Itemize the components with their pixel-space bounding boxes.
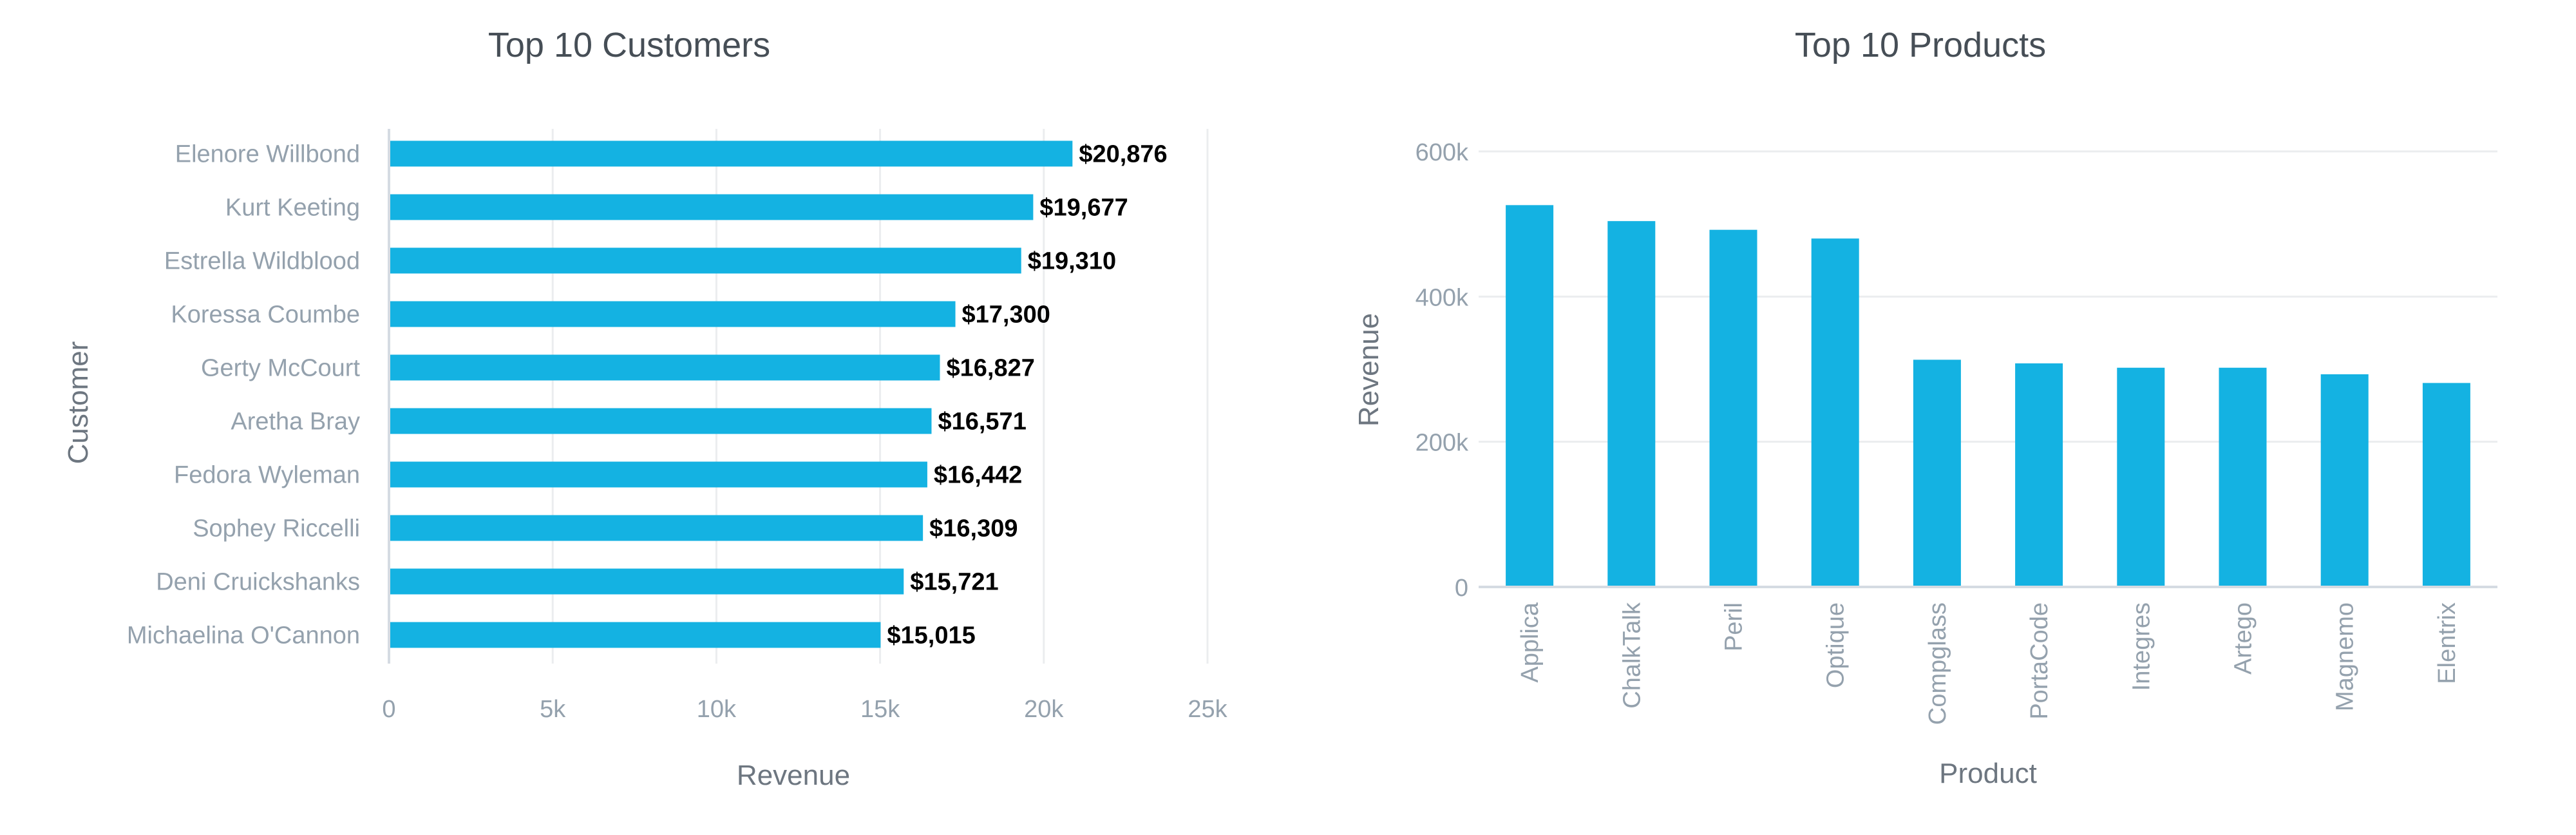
y-tick-label: 0	[1455, 575, 1468, 602]
x-tick-label: 0	[382, 696, 395, 723]
bar	[390, 354, 940, 381]
x-tick-label: Magnemo	[2332, 602, 2359, 711]
y-tick-label: Aretha Bray	[231, 408, 360, 436]
bar	[390, 568, 904, 595]
customers-x-axis-title: Revenue	[737, 760, 850, 791]
x-tick-label: 20k	[1024, 696, 1064, 723]
x-tick-label: 10k	[697, 696, 737, 723]
y-tick-label: 200k	[1416, 430, 1469, 457]
products-chart-title: Top 10 Products	[1795, 26, 2046, 64]
x-tick-label: 5k	[540, 696, 566, 723]
data-label: $16,571	[938, 408, 1026, 436]
bar	[1607, 221, 1656, 586]
bar	[1913, 360, 1961, 586]
customers-chart: Top 10 Customers Revenue Customer 0 5k 10k…	[62, 26, 1228, 791]
y-tick-label: Elenore Willbond	[175, 141, 360, 168]
x-tick-label: ChalkTalk	[1618, 602, 1645, 709]
x-tick-label: 25k	[1188, 696, 1227, 723]
y-tick-label: Estrella Wildblood	[164, 248, 360, 275]
x-tick-label: 15k	[860, 696, 900, 723]
bar	[390, 461, 927, 488]
bar	[390, 622, 881, 648]
y-tick-label: Kurt Keeting	[225, 195, 360, 222]
y-tick-label: Koressa Coumbe	[171, 302, 360, 329]
bar	[2219, 367, 2267, 586]
customers-y-axis-title: Customer	[62, 341, 94, 465]
data-label: $17,300	[962, 302, 1050, 329]
bar	[2117, 367, 2165, 586]
bar	[1709, 229, 1757, 586]
customers-chart-title: Top 10 Customers	[488, 26, 770, 64]
x-tick-label: Optique	[1823, 602, 1850, 688]
bar	[1811, 238, 1859, 586]
bar	[2320, 374, 2369, 586]
x-tick-label: Integres	[2128, 602, 2155, 691]
y-tick-label: 600k	[1416, 139, 1469, 166]
data-label: $16,442	[934, 462, 1022, 489]
bar	[390, 140, 1073, 167]
products-x-axis-title: Product	[1939, 758, 2037, 789]
y-tick-label: Fedora Wyleman	[174, 462, 360, 489]
data-label: $15,721	[910, 569, 998, 596]
bar	[390, 408, 932, 434]
data-label: $15,015	[887, 622, 975, 649]
x-tick-label: Applica	[1517, 602, 1544, 682]
data-label: $16,827	[946, 355, 1034, 382]
y-tick-label: Michaelina O'Cannon	[127, 622, 360, 649]
bar	[390, 247, 1021, 274]
bar	[390, 301, 956, 327]
y-tick-label: Deni Cruickshanks	[156, 569, 360, 596]
bar	[1506, 205, 1554, 586]
data-label: $16,309	[929, 515, 1018, 542]
bar	[2015, 363, 2063, 586]
y-tick-label: 400k	[1416, 284, 1469, 311]
bar	[2422, 383, 2470, 586]
data-label: $19,677	[1039, 195, 1128, 222]
bar	[390, 515, 923, 541]
x-tick-label: Compglass	[1924, 602, 1951, 725]
x-tick-label: Elentrix	[2434, 602, 2461, 684]
data-label: $20,876	[1079, 141, 1167, 168]
products-chart: Top 10 Products Product Revenue 0 200k 400…	[1353, 26, 2497, 789]
x-tick-label: Artego	[2230, 602, 2257, 675]
data-label: $19,310	[1028, 248, 1116, 275]
products-y-axis-title: Revenue	[1353, 313, 1385, 427]
y-tick-label: Sophey Riccelli	[193, 515, 360, 542]
x-tick-label: Peril	[1721, 602, 1748, 651]
y-tick-label: Gerty McCourt	[201, 355, 360, 382]
bar	[390, 194, 1034, 220]
x-tick-label: PortaCode	[2026, 602, 2053, 720]
